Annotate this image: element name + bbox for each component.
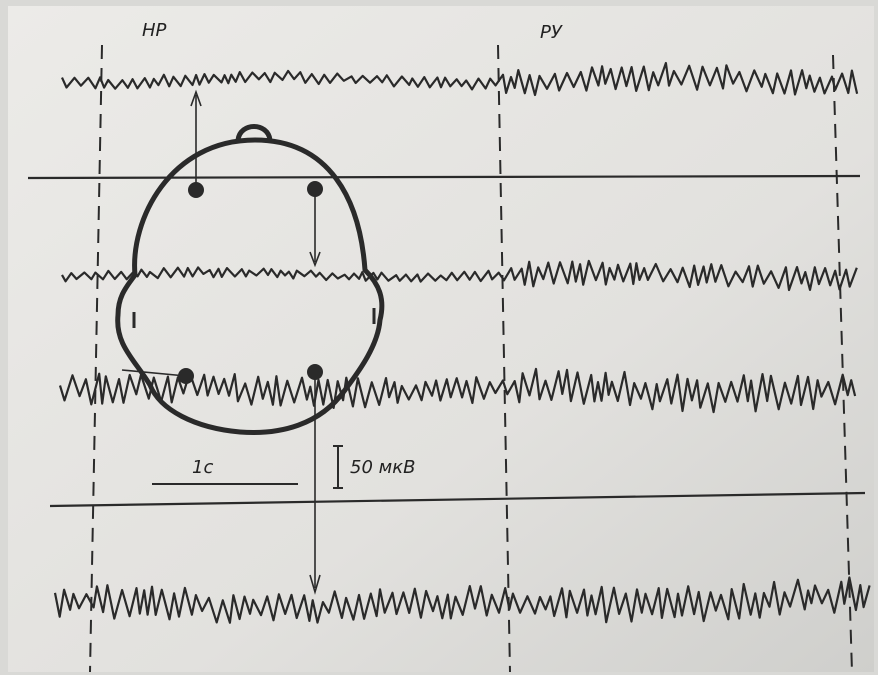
time-scale-label: 1с [192,457,213,478]
paper [8,6,874,672]
amplitude-scale-label: 50 мкВ [350,457,415,478]
marker-label: РУ [540,22,563,43]
marker-label: НР [142,20,167,41]
eeg-figure: НР РУ 1с 50 мкВ [0,0,878,675]
